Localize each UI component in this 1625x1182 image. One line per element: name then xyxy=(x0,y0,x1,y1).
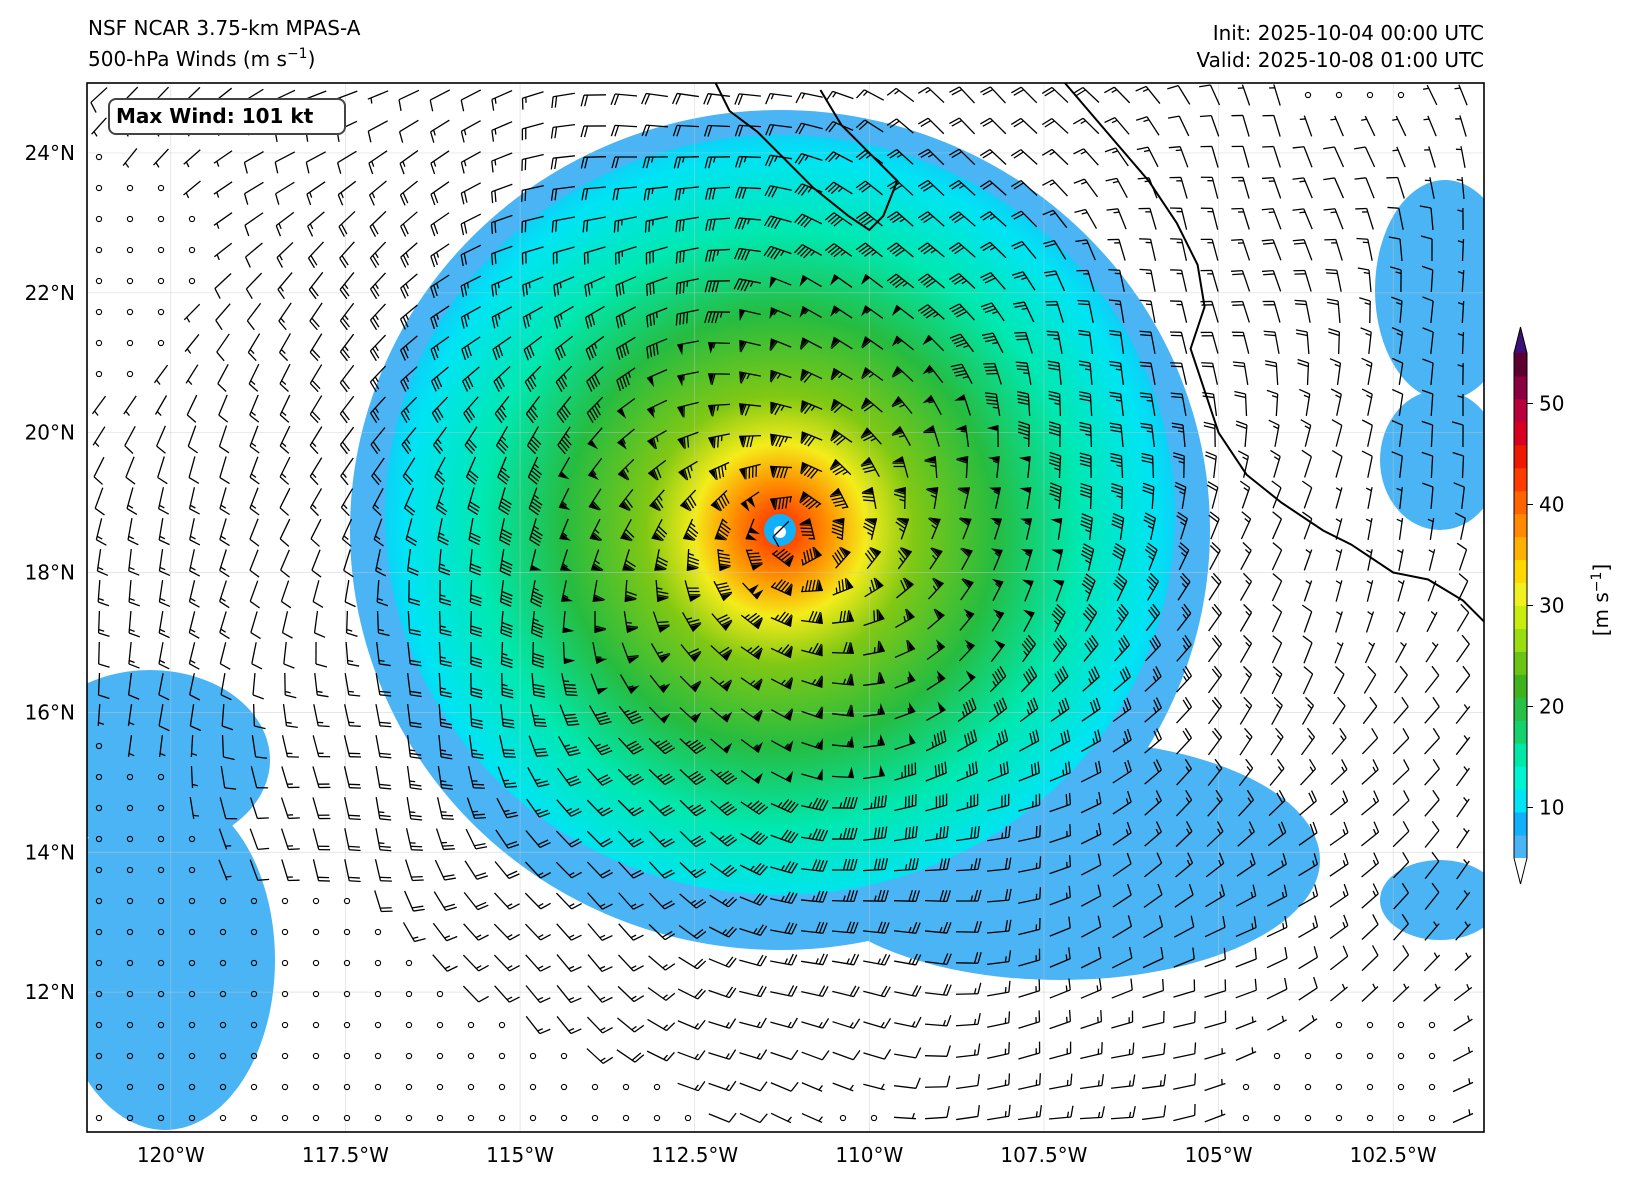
fill-patch-east xyxy=(1375,180,1515,400)
map-panel[interactable]: Max Wind: 101 kt 24°N 22°N 20°N 18°N 16°N 14°… xyxy=(25,83,1515,1167)
lat-tick-label: 16°N xyxy=(25,700,75,724)
colorbar-label: [m s−1] xyxy=(1589,564,1613,637)
lon-tick-label: 115°W xyxy=(486,1143,554,1167)
fill-patch-east-2 xyxy=(1380,390,1500,530)
lat-tick-label: 20°N xyxy=(25,421,75,445)
storm-eye-center xyxy=(774,526,786,538)
colorbar-step xyxy=(1514,376,1527,399)
field-title-suffix: ) xyxy=(308,47,316,71)
colorbar-step xyxy=(1514,628,1527,651)
colorbar-tick-label: 20 xyxy=(1539,695,1564,719)
field-title-prefix: 500-hPa Winds (m s xyxy=(88,47,287,71)
latitude-labels: 24°N 22°N 20°N 18°N 16°N 14°N 12°N xyxy=(25,141,75,1004)
lat-tick-label: 24°N xyxy=(25,141,75,165)
colorbar-step xyxy=(1514,514,1527,537)
colorbar: 10 20 30 40 50 [m s−1] xyxy=(1514,327,1613,884)
longitude-labels: 120°W 117.5°W 115°W 112.5°W 110°W 107.5°W 105°… xyxy=(137,1143,1437,1167)
lon-tick-label: 112.5°W xyxy=(651,1143,738,1167)
field-title: 500-hPa Winds (m s−1) xyxy=(88,46,315,71)
colorbar-step xyxy=(1514,651,1527,674)
colorbar-tick-label: 50 xyxy=(1539,392,1564,416)
colorbar-step xyxy=(1514,789,1527,812)
colorbar-over-arrow xyxy=(1514,327,1527,353)
max-wind-label: Max Wind: 101 kt xyxy=(116,104,314,128)
colorbar-ticks: 10 20 30 40 50 xyxy=(1527,392,1564,820)
lat-tick-label: 22°N xyxy=(25,281,75,305)
colorbar-tick-label: 40 xyxy=(1539,493,1564,517)
colorbar-under-arrow xyxy=(1514,858,1527,884)
lon-tick-label: 117.5°W xyxy=(302,1143,389,1167)
colorbar-tick-label: 10 xyxy=(1539,796,1564,820)
colorbar-step xyxy=(1514,743,1527,766)
colorbar-step xyxy=(1514,491,1527,514)
lat-tick-label: 12°N xyxy=(25,980,75,1004)
colorbar-step xyxy=(1514,468,1527,491)
max-wind-box: Max Wind: 101 kt xyxy=(109,99,345,134)
colorbar-label-prefix: [m s xyxy=(1589,592,1613,636)
colorbar-step xyxy=(1514,697,1527,720)
colorbar-label-suffix: ] xyxy=(1589,564,1613,572)
fill-patch-southwest xyxy=(55,790,275,1130)
colorbar-step xyxy=(1514,766,1527,789)
field-title-exponent: −1 xyxy=(287,46,308,62)
colorbar-step xyxy=(1514,422,1527,445)
colorbar-label-exponent: −1 xyxy=(1589,572,1605,593)
colorbar-step xyxy=(1514,445,1527,468)
colorbar-step xyxy=(1514,812,1527,835)
lon-tick-label: 120°W xyxy=(137,1143,205,1167)
colorbar-step xyxy=(1514,606,1527,629)
colorbar-tick-label: 30 xyxy=(1539,594,1564,618)
lat-tick-label: 18°N xyxy=(25,561,75,585)
colorbar-step xyxy=(1514,537,1527,560)
lon-tick-label: 105°W xyxy=(1185,1143,1253,1167)
colorbar-step xyxy=(1514,399,1527,422)
colorbar-step xyxy=(1514,353,1527,376)
colorbar-steps xyxy=(1514,353,1527,859)
lon-tick-label: 107.5°W xyxy=(1000,1143,1087,1167)
lon-tick-label: 102.5°W xyxy=(1350,1143,1437,1167)
colorbar-step xyxy=(1514,674,1527,697)
colorbar-step xyxy=(1514,720,1527,743)
colorbar-step xyxy=(1514,583,1527,606)
init-time: Init: 2025-10-04 00:00 UTC xyxy=(1213,21,1484,45)
colorbar-step xyxy=(1514,560,1527,583)
valid-time: Valid: 2025-10-08 01:00 UTC xyxy=(1196,48,1484,72)
lon-tick-label: 110°W xyxy=(835,1143,903,1167)
lat-tick-label: 14°N xyxy=(25,840,75,864)
colorbar-step xyxy=(1514,835,1527,858)
model-title: NSF NCAR 3.75-km MPAS-A xyxy=(88,16,361,40)
fill-patch-southeast xyxy=(1380,860,1500,940)
